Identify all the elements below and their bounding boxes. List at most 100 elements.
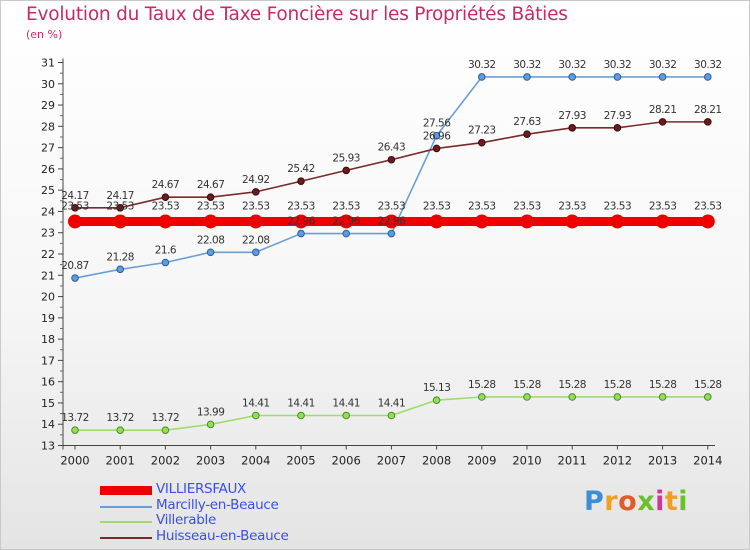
logo-letter: x	[637, 486, 656, 517]
data-point	[203, 214, 218, 229]
data-point	[297, 229, 305, 238]
data-label: 23.53	[558, 200, 586, 212]
data-point	[432, 396, 441, 404]
data-point	[297, 411, 305, 420]
data-label: 14.41	[378, 397, 406, 409]
data-label: 30.32	[468, 59, 496, 71]
y-tick-label: 31	[41, 57, 55, 70]
data-label: 21.28	[106, 251, 134, 263]
data-label: 27.63	[513, 116, 541, 128]
data-label: 23.53	[332, 200, 360, 212]
data-label: 23.53	[649, 200, 677, 212]
x-tick-label: 2012	[603, 454, 632, 468]
chart-subtitle: (en %)	[26, 28, 63, 41]
legend-swatch	[100, 486, 152, 495]
data-label: 15.28	[513, 379, 541, 391]
data-point	[658, 118, 667, 126]
logo-letter: i	[678, 486, 689, 517]
data-label: 14.41	[242, 397, 270, 409]
data-label: 20.87	[61, 260, 89, 272]
data-label: 24.67	[152, 179, 180, 191]
data-label: 23.53	[197, 200, 225, 212]
data-point	[613, 124, 622, 132]
data-point	[658, 73, 667, 81]
data-label: 23.53	[287, 200, 315, 212]
data-label: 22.96	[332, 216, 360, 228]
data-point	[704, 118, 712, 126]
data-label: 23.53	[468, 200, 496, 212]
data-point	[655, 214, 670, 229]
data-point	[565, 214, 580, 229]
y-tick-label: 20	[41, 291, 55, 304]
data-label: 13.72	[61, 412, 89, 424]
proxiti-logo: Proxiti	[584, 486, 688, 517]
legend-label: VILLIERSFAUX	[156, 481, 247, 497]
data-point	[478, 393, 486, 401]
data-point	[342, 411, 351, 420]
x-tick-label: 2014	[693, 454, 722, 468]
data-label: 28.21	[649, 104, 677, 116]
data-label: 13.99	[197, 406, 225, 418]
x-tick-label: 2005	[286, 454, 315, 468]
data-label: 23.53	[423, 200, 451, 212]
data-label: 27.23	[468, 125, 496, 137]
data-label: 15.28	[558, 379, 586, 391]
legend-swatch	[100, 536, 152, 539]
data-label: 24.17	[61, 190, 89, 202]
data-point	[252, 411, 260, 420]
data-label: 23.53	[604, 200, 632, 212]
data-label: 14.41	[287, 397, 315, 409]
logo-letter: o	[618, 486, 638, 517]
data-label: 15.28	[649, 379, 677, 391]
data-label: 23.53	[61, 200, 89, 212]
y-tick-label: 21	[41, 269, 55, 282]
data-point	[68, 214, 82, 229]
series-line-huisseau-en-beauce	[75, 121, 708, 209]
x-tick-label: 2006	[332, 454, 361, 468]
data-point	[610, 214, 625, 229]
y-tick-label: 14	[41, 418, 55, 431]
data-label: 13.72	[152, 412, 180, 424]
data-point	[568, 73, 577, 81]
y-tick-label: 16	[41, 376, 55, 389]
data-label: 14.41	[332, 397, 360, 409]
data-point	[432, 131, 441, 140]
y-tick-label: 13	[41, 440, 55, 453]
data-point	[248, 214, 263, 229]
data-point	[523, 393, 531, 401]
data-point	[161, 426, 170, 434]
data-label: 27.93	[558, 110, 586, 122]
y-tick-label: 22	[41, 248, 55, 261]
y-tick-label: 26	[41, 163, 55, 176]
data-label: 24.67	[197, 179, 225, 191]
data-label: 24.17	[106, 190, 134, 202]
data-point	[613, 393, 622, 401]
data-label: 22.96	[378, 216, 406, 228]
data-point	[297, 177, 305, 186]
x-tick-label: 2009	[467, 454, 496, 468]
data-label: 30.32	[513, 59, 541, 71]
y-tick-label: 18	[41, 333, 55, 346]
data-point	[116, 265, 124, 274]
x-tick-label: 2000	[60, 454, 89, 468]
data-point	[252, 188, 260, 196]
data-point	[523, 73, 531, 81]
data-point	[116, 204, 124, 212]
y-tick-label: 19	[41, 312, 55, 325]
x-tick-label: 2003	[196, 454, 225, 468]
data-label: 28.21	[694, 104, 722, 116]
y-tick-label: 27	[41, 142, 55, 155]
data-label: 15.28	[604, 379, 632, 391]
y-tick-label: 24	[41, 205, 55, 218]
y-tick-label: 29	[41, 99, 55, 112]
y-tick-label: 28	[41, 120, 55, 133]
data-point	[523, 130, 531, 139]
data-label: 25.42	[287, 163, 315, 175]
data-label: 15.28	[468, 379, 496, 391]
data-point	[116, 426, 124, 434]
data-point	[252, 248, 260, 257]
data-label: 23.53	[378, 200, 406, 212]
x-tick-label: 2002	[151, 454, 180, 468]
